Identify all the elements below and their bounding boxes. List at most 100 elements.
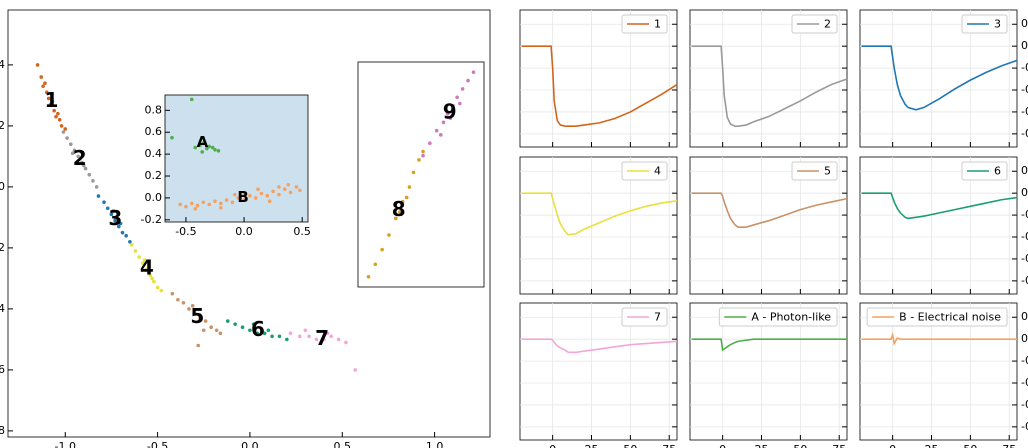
y-tick-label: -0.8: [0, 424, 5, 437]
point: [218, 331, 223, 336]
point: [198, 316, 202, 320]
point: [70, 151, 75, 156]
point: [201, 141, 206, 145]
y-tick-label: -0.6: [1021, 398, 1028, 411]
legend-box: [718, 307, 838, 327]
point: [61, 130, 66, 134]
point: [43, 81, 47, 85]
point: [445, 112, 450, 116]
point: [190, 304, 195, 308]
point: [380, 247, 384, 252]
x-tick-label: 25: [925, 443, 939, 448]
point: [50, 99, 55, 104]
cluster-label: 9: [443, 99, 457, 123]
point: [76, 154, 80, 159]
point: [366, 274, 371, 279]
x-tick-label: 0.5: [334, 440, 352, 448]
point: [170, 291, 175, 296]
x-tick-label: 0.5: [293, 225, 311, 238]
point: [303, 328, 308, 333]
point: [198, 143, 202, 148]
point: [207, 202, 211, 207]
point: [124, 233, 128, 238]
point: [189, 201, 194, 206]
y-tick-label: 0.0: [1021, 332, 1028, 345]
y-tick-label: 0.4: [0, 58, 5, 71]
point: [248, 328, 252, 333]
legend-label: A - Photon-like: [751, 311, 831, 324]
x-tick-label: 1.0: [426, 440, 444, 448]
y-tick-label: 0.2: [1021, 310, 1028, 323]
point: [336, 337, 341, 342]
point: [210, 145, 215, 150]
point: [248, 193, 252, 198]
point: [253, 196, 258, 200]
point: [265, 193, 270, 198]
cluster-label: 8: [392, 197, 406, 221]
x-tick-label: 25: [755, 443, 769, 448]
point: [224, 198, 229, 202]
waveform: [861, 45, 1018, 111]
y-tick-label: -0.4: [1021, 230, 1028, 243]
point: [81, 163, 86, 168]
point: [91, 179, 95, 183]
legend-label: B - Electrical noise: [899, 311, 1001, 324]
x-tick-label: 25: [585, 443, 599, 448]
x-tick-label: -1.0: [55, 440, 76, 448]
x-tick-label: -0.5: [175, 225, 196, 238]
point: [471, 70, 476, 75]
y-tick-label: 0.2: [145, 169, 163, 182]
point: [251, 322, 256, 326]
cluster-label: B: [237, 188, 248, 206]
point: [277, 334, 282, 339]
point: [213, 199, 217, 203]
point: [232, 192, 237, 197]
point: [236, 196, 241, 200]
point: [451, 103, 455, 108]
y-tick-label: -0.6: [0, 363, 5, 376]
point: [259, 191, 264, 196]
point: [267, 199, 272, 203]
point: [152, 279, 156, 284]
point: [193, 207, 198, 211]
point: [201, 200, 206, 205]
point: [387, 233, 391, 237]
point: [176, 297, 180, 302]
waveform: [691, 192, 848, 228]
point: [271, 189, 275, 194]
point: [109, 212, 114, 217]
x-tick-label: 75: [1002, 443, 1016, 448]
y-tick-label: 0.6: [145, 125, 163, 138]
point: [148, 273, 152, 278]
point: [117, 224, 121, 229]
point: [54, 114, 58, 119]
y-tick-label: -0.8: [1021, 274, 1028, 287]
y-tick-label: 0.2: [1021, 17, 1028, 30]
cluster-label: 1: [44, 88, 58, 112]
point: [285, 337, 289, 342]
point: [353, 368, 357, 372]
point: [155, 285, 160, 290]
x-tick-label: 75: [832, 443, 846, 448]
point: [142, 258, 147, 262]
waveform: [861, 331, 1017, 346]
cluster-label: 7: [315, 326, 329, 350]
point: [141, 261, 145, 265]
point: [189, 97, 194, 102]
point: [96, 194, 101, 198]
point: [262, 331, 267, 336]
point: [83, 166, 88, 171]
point: [277, 192, 281, 197]
point: [72, 148, 77, 153]
point: [39, 75, 44, 79]
point: [434, 128, 439, 133]
waveform: [521, 192, 678, 236]
legend-label: 6: [994, 165, 1001, 178]
point: [448, 116, 453, 120]
y-tick-label: -0.4: [1021, 83, 1028, 96]
y-tick-label: 0.0: [1021, 186, 1028, 199]
y-tick-label: -0.4: [1021, 376, 1028, 389]
point: [193, 145, 198, 150]
point: [203, 319, 208, 323]
